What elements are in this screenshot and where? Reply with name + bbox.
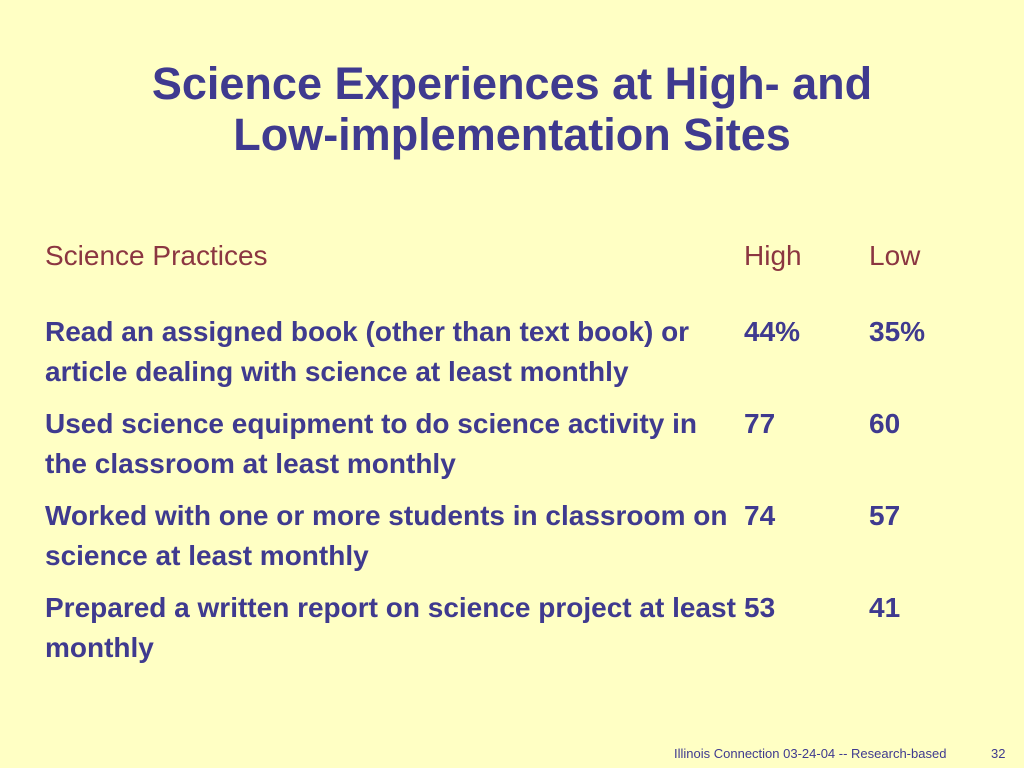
header-low: Low: [869, 240, 921, 271]
table-row: Read an assigned book (other than text b…: [45, 312, 985, 392]
low-cell: 41: [869, 592, 901, 623]
practices-table: Science Practices High Low Read an assig…: [45, 236, 985, 680]
high-cell: 77: [744, 408, 776, 439]
practice-cell: Prepared a written report on science pro…: [45, 592, 736, 663]
high-cell: 44%: [744, 316, 801, 347]
practice-cell: Worked with one or more students in clas…: [45, 500, 728, 571]
high-cell: 74: [744, 500, 776, 531]
high-cell: 53: [744, 592, 776, 623]
table-row: Worked with one or more students in clas…: [45, 496, 985, 576]
practice-cell: Read an assigned book (other than text b…: [45, 316, 690, 387]
page-number: 32: [991, 746, 1006, 761]
table-row: Used science equipment to do science act…: [45, 404, 985, 484]
footer-text: Illinois Connection 03-24-04 -- Research…: [674, 746, 947, 761]
title-line-2: Low-implementation Sites: [233, 109, 791, 160]
low-cell: 60: [869, 408, 901, 439]
table-header-row: Science Practices High Low: [45, 236, 985, 288]
low-cell: 35%: [869, 316, 926, 347]
header-practices: Science Practices: [45, 240, 268, 271]
slide-title: Science Experiences at High- and Low-imp…: [40, 58, 984, 160]
header-high: High: [744, 240, 802, 271]
table-row: Prepared a written report on science pro…: [45, 588, 985, 668]
practice-cell: Used science equipment to do science act…: [45, 408, 697, 479]
title-line-1: Science Experiences at High- and: [151, 58, 873, 109]
low-cell: 57: [869, 500, 901, 531]
